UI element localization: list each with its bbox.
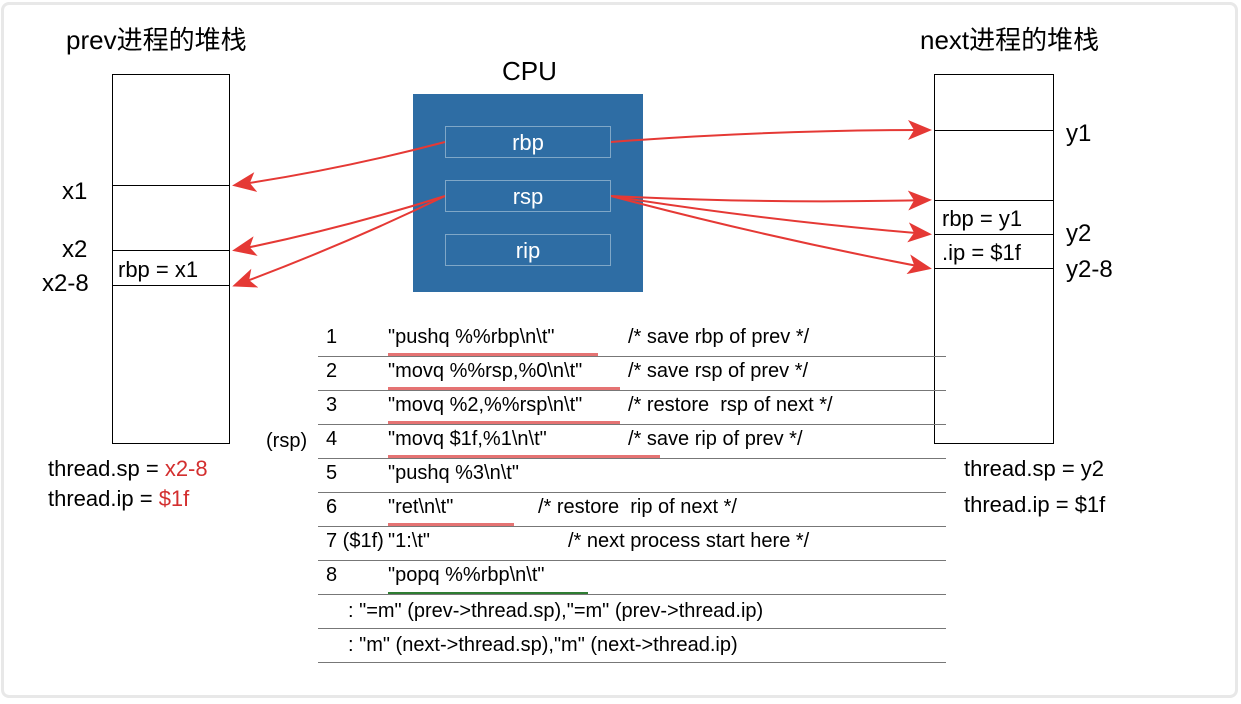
code-row-5: 5"pushq %3\n\t" [318, 462, 946, 496]
code-redmark-6 [388, 523, 514, 526]
cpu-reg-rbp: rbp [445, 126, 611, 158]
diagram-canvas: prev进程的堆栈 next进程的堆栈 CPU (rsp) rbp rsp rip r… [0, 0, 1241, 704]
prev-addr-2: x2-8 [42, 270, 89, 298]
next-stack-cell-1: .ip = $1f [942, 240, 1021, 266]
code-greenmark-8 [388, 592, 588, 594]
prev-addr-1: x2 [62, 236, 87, 264]
next-addr-2: y2-8 [1066, 256, 1113, 284]
cpu-reg-rip: rip [445, 234, 611, 266]
next-addr-1: y2 [1066, 220, 1091, 248]
prev-addr-0: x1 [62, 178, 87, 206]
next-stack-divider-0 [934, 130, 1054, 131]
code-redmark-1 [388, 353, 598, 356]
cpu-reg-rsp: rsp [445, 180, 611, 212]
next-thread-0: thread.sp = y2 [964, 456, 1104, 482]
code-redmark-3 [388, 421, 620, 424]
code-redmark-2 [388, 387, 620, 390]
next-stack-cell-0: rbp = y1 [942, 206, 1022, 232]
next-stack-divider-3 [934, 268, 1054, 269]
prev-thread-1: thread.ip = $1f [48, 486, 189, 512]
next-thread-1: thread.ip = $1f [964, 492, 1105, 518]
cpu-title: CPU [502, 56, 557, 87]
code-output-constraint: : "=m" (prev->thread.sp),"=m" (prev->thr… [348, 600, 976, 634]
code-row-7: 7 ($1f)"1:\t"/* next process start here … [318, 530, 946, 564]
next-stack-title: next进程的堆栈 [920, 20, 1099, 57]
next-addr-0: y1 [1066, 120, 1091, 148]
prev-stack-title: prev进程的堆栈 [66, 20, 247, 57]
code-input-constraint: : "m" (next->thread.sp),"m" (next->threa… [348, 634, 976, 668]
prev-thread-0: thread.sp = x2-8 [48, 456, 208, 482]
prev-stack-divider-0 [112, 185, 230, 186]
next-stack-divider-2 [934, 234, 1054, 235]
prev-stack-divider-1 [112, 250, 230, 251]
next-stack-divider-1 [934, 200, 1054, 201]
prev-stack-divider-2 [112, 285, 230, 286]
rsp-annotation: (rsp) [266, 430, 307, 453]
code-redmark-4 [388, 455, 660, 458]
prev-stack-cell-0: rbp = x1 [118, 257, 198, 283]
